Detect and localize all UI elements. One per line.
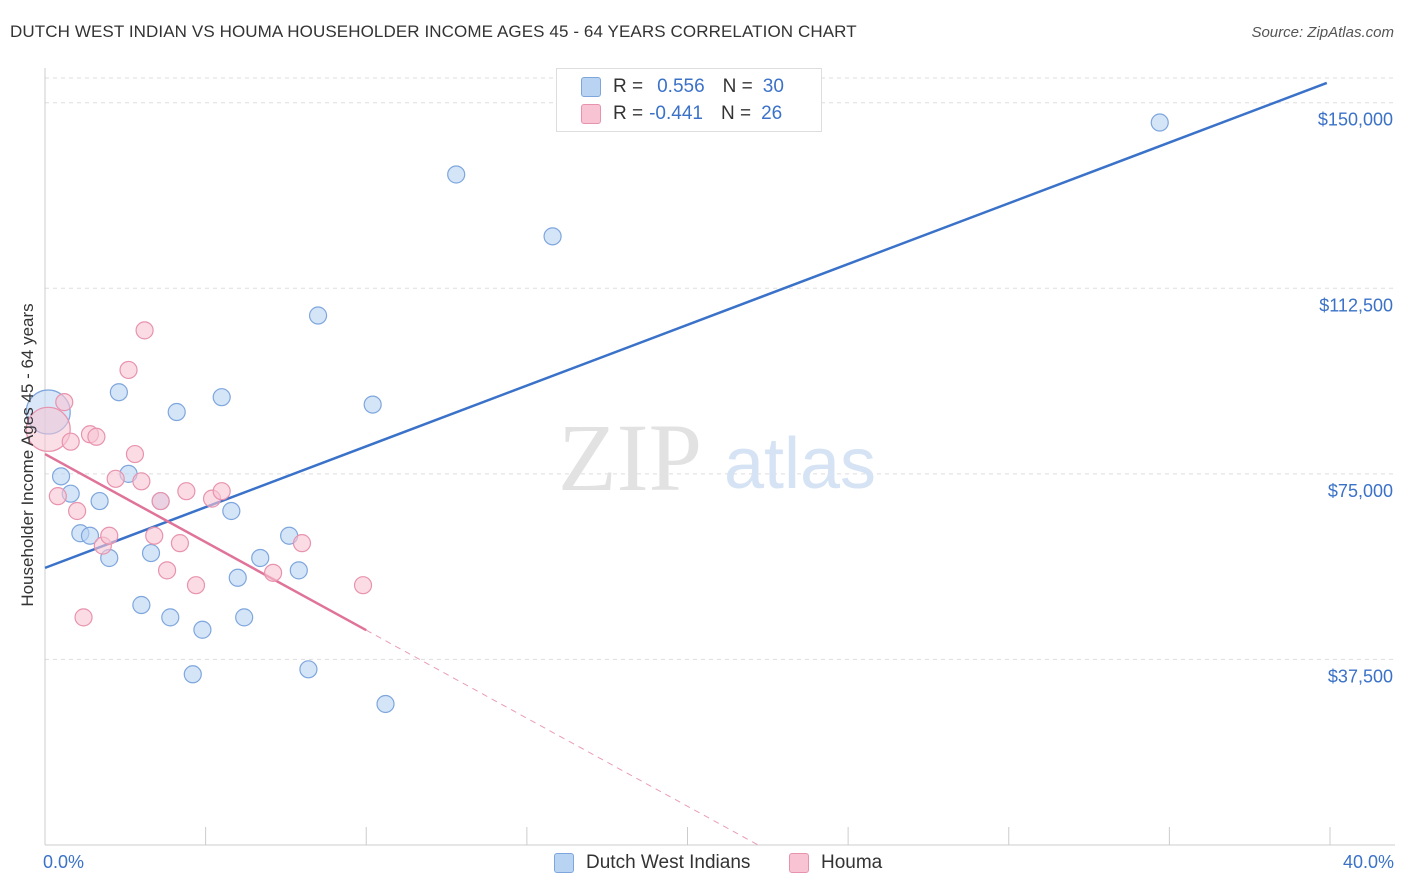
grid-lines xyxy=(45,77,1395,660)
data-point-blue xyxy=(212,388,231,407)
data-point-pink xyxy=(170,534,190,553)
blue-swatch xyxy=(554,853,574,873)
data-point-blue xyxy=(167,402,186,422)
y-tick-label: $75,000 xyxy=(1328,481,1393,501)
data-point-pink xyxy=(157,561,177,580)
y-tick-label: $37,500 xyxy=(1328,666,1393,686)
y-tick-label: $112,500 xyxy=(1319,295,1393,315)
series-legend-dutch-west-indians: Dutch West Indians xyxy=(554,852,750,874)
data-point-blue xyxy=(141,543,161,563)
legend-row-houma: R = -0.441 N = 26 xyxy=(581,102,782,126)
data-point-pink xyxy=(68,501,87,521)
data-point-pink xyxy=(125,444,145,464)
r-value: -0.441 xyxy=(649,103,703,124)
trend-lines xyxy=(44,81,1328,846)
data-point-blue xyxy=(447,165,466,184)
n-label: N = xyxy=(720,103,752,124)
data-point-blue xyxy=(376,694,395,714)
data-point-pink xyxy=(353,576,373,595)
data-points xyxy=(25,113,1169,714)
data-point-blue xyxy=(109,383,128,402)
data-point-pink xyxy=(132,472,151,491)
data-point-pink xyxy=(48,487,67,506)
source-credit: Source: ZipAtlas.com xyxy=(1251,24,1394,41)
data-point-pink xyxy=(263,563,283,582)
data-point-blue xyxy=(308,306,328,325)
watermark-zip: ZIP xyxy=(558,404,702,511)
pink-swatch xyxy=(789,853,809,873)
n-value: 26 xyxy=(761,103,783,124)
data-point-blue xyxy=(251,548,270,568)
pink-swatch xyxy=(581,104,601,124)
data-point-pink xyxy=(25,406,71,452)
data-point-blue xyxy=(183,665,202,684)
watermark: ZIP atlas xyxy=(558,404,876,511)
correlation-legend: R = 0.556 N = 30 R = -0.441 N = 26 xyxy=(556,68,822,132)
data-point-blue xyxy=(51,467,71,486)
series-legend-houma: Houma xyxy=(789,852,882,874)
data-point-pink xyxy=(177,482,196,501)
data-point-pink xyxy=(135,321,154,340)
trend-line-pink xyxy=(44,452,367,632)
chart-title: DUTCH WEST INDIAN VS HOUMA HOUSEHOLDER I… xyxy=(10,22,857,41)
data-point-pink xyxy=(212,482,231,501)
data-point-blue xyxy=(235,608,254,627)
data-point-blue xyxy=(222,501,241,521)
series-name: Houma xyxy=(821,852,883,873)
data-point-pink xyxy=(55,393,74,412)
data-point-pink xyxy=(61,432,80,451)
data-point-pink xyxy=(100,526,119,545)
data-point-blue xyxy=(161,608,180,627)
data-point-pink xyxy=(186,576,206,595)
legend-row-dutch-west-indians: R = 0.556 N = 30 xyxy=(581,75,784,99)
trend-line-blue xyxy=(44,81,1328,570)
r-value: 0.556 xyxy=(657,76,705,97)
r-label: R = xyxy=(613,103,644,124)
r-label: R = xyxy=(613,76,644,97)
n-label: N = xyxy=(722,76,753,97)
x-tick-label-max: 40.0% xyxy=(1342,852,1394,872)
axes xyxy=(44,68,1395,846)
data-point-blue xyxy=(1150,113,1169,132)
series-name: Dutch West Indians xyxy=(586,852,751,873)
data-point-blue xyxy=(543,227,562,246)
trend-line-extension-pink xyxy=(366,629,759,846)
data-point-pink xyxy=(145,526,164,545)
data-point-pink xyxy=(292,534,312,553)
data-point-blue xyxy=(80,526,100,545)
data-point-blue xyxy=(193,620,212,639)
data-point-pink xyxy=(87,427,106,446)
data-point-pink xyxy=(106,469,125,488)
y-tick-label: $150,000 xyxy=(1318,110,1393,130)
data-point-blue xyxy=(299,660,318,679)
data-point-blue xyxy=(363,395,382,414)
data-point-blue xyxy=(90,491,109,511)
x-tick-label-min: 0.0% xyxy=(43,852,85,872)
blue-swatch xyxy=(581,77,601,97)
data-point-pink xyxy=(119,360,138,380)
data-point-blue xyxy=(289,561,308,580)
watermark-atlas: atlas xyxy=(724,424,876,504)
series-legend: Dutch West Indians Houma xyxy=(0,852,1406,876)
data-point-pink xyxy=(74,608,93,627)
data-point-pink xyxy=(151,491,170,511)
data-point-blue xyxy=(228,568,247,587)
data-point-blue xyxy=(132,595,151,615)
n-value: 30 xyxy=(762,76,784,97)
y-axis-title: Householder Income Ages 45 - 64 years xyxy=(18,303,37,607)
y-tick-labels: $37,500 $75,000 $112,500 $150,000 xyxy=(1318,110,1393,687)
